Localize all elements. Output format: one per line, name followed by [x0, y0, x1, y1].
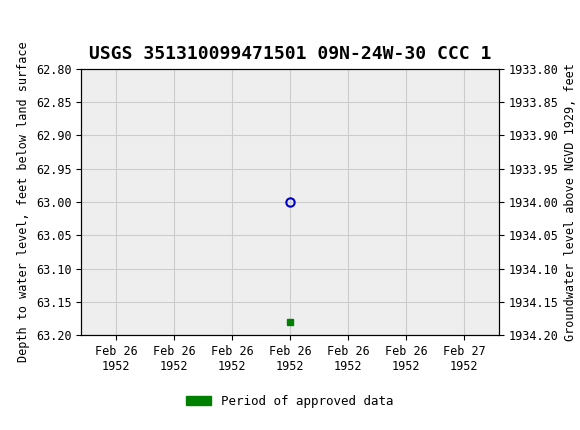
Text: ≡USGS: ≡USGS: [12, 9, 93, 29]
Y-axis label: Groundwater level above NGVD 1929, feet: Groundwater level above NGVD 1929, feet: [564, 63, 577, 341]
Y-axis label: Depth to water level, feet below land surface: Depth to water level, feet below land su…: [17, 42, 30, 362]
Legend: Period of approved data: Period of approved data: [182, 390, 399, 413]
Text: USGS 351310099471501 09N-24W-30 CCC 1: USGS 351310099471501 09N-24W-30 CCC 1: [89, 45, 491, 63]
